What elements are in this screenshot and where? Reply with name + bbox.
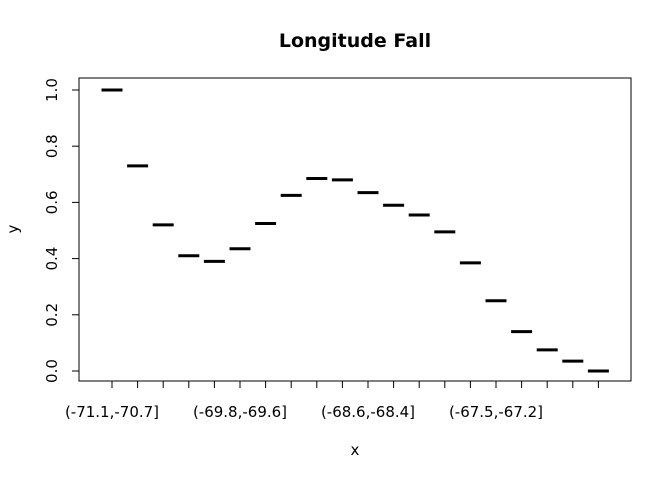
x-tick-label: (-71.1,-70.7] (65, 403, 159, 421)
x-tick-label: (-69.8,-69.6] (193, 403, 287, 421)
y-tick-label: 0.2 (43, 303, 61, 327)
y-tick-label: 0.4 (43, 247, 61, 271)
y-tick-label: 0.0 (43, 359, 61, 383)
chart-title: Longitude Fall (279, 30, 431, 52)
y-axis: 0.0 0.2 0.4 0.6 0.8 1.0 (43, 78, 80, 383)
plot-frame (78, 77, 632, 382)
y-tick-label: 1.0 (43, 78, 61, 102)
x-axis: (-71.1,-70.7] (-69.8,-69.6] (-68.6,-68.4] (… (65, 380, 599, 421)
x-axis-label: x (351, 441, 360, 459)
x-tick-label: (-68.6,-68.4] (321, 403, 415, 421)
x-tick-label: (-67.5,-67.2] (449, 403, 543, 421)
data-marks (101, 88, 609, 373)
y-tick-label: 0.8 (43, 134, 61, 158)
y-tick-label: 0.6 (43, 190, 61, 214)
y-axis-label: y (4, 224, 22, 233)
